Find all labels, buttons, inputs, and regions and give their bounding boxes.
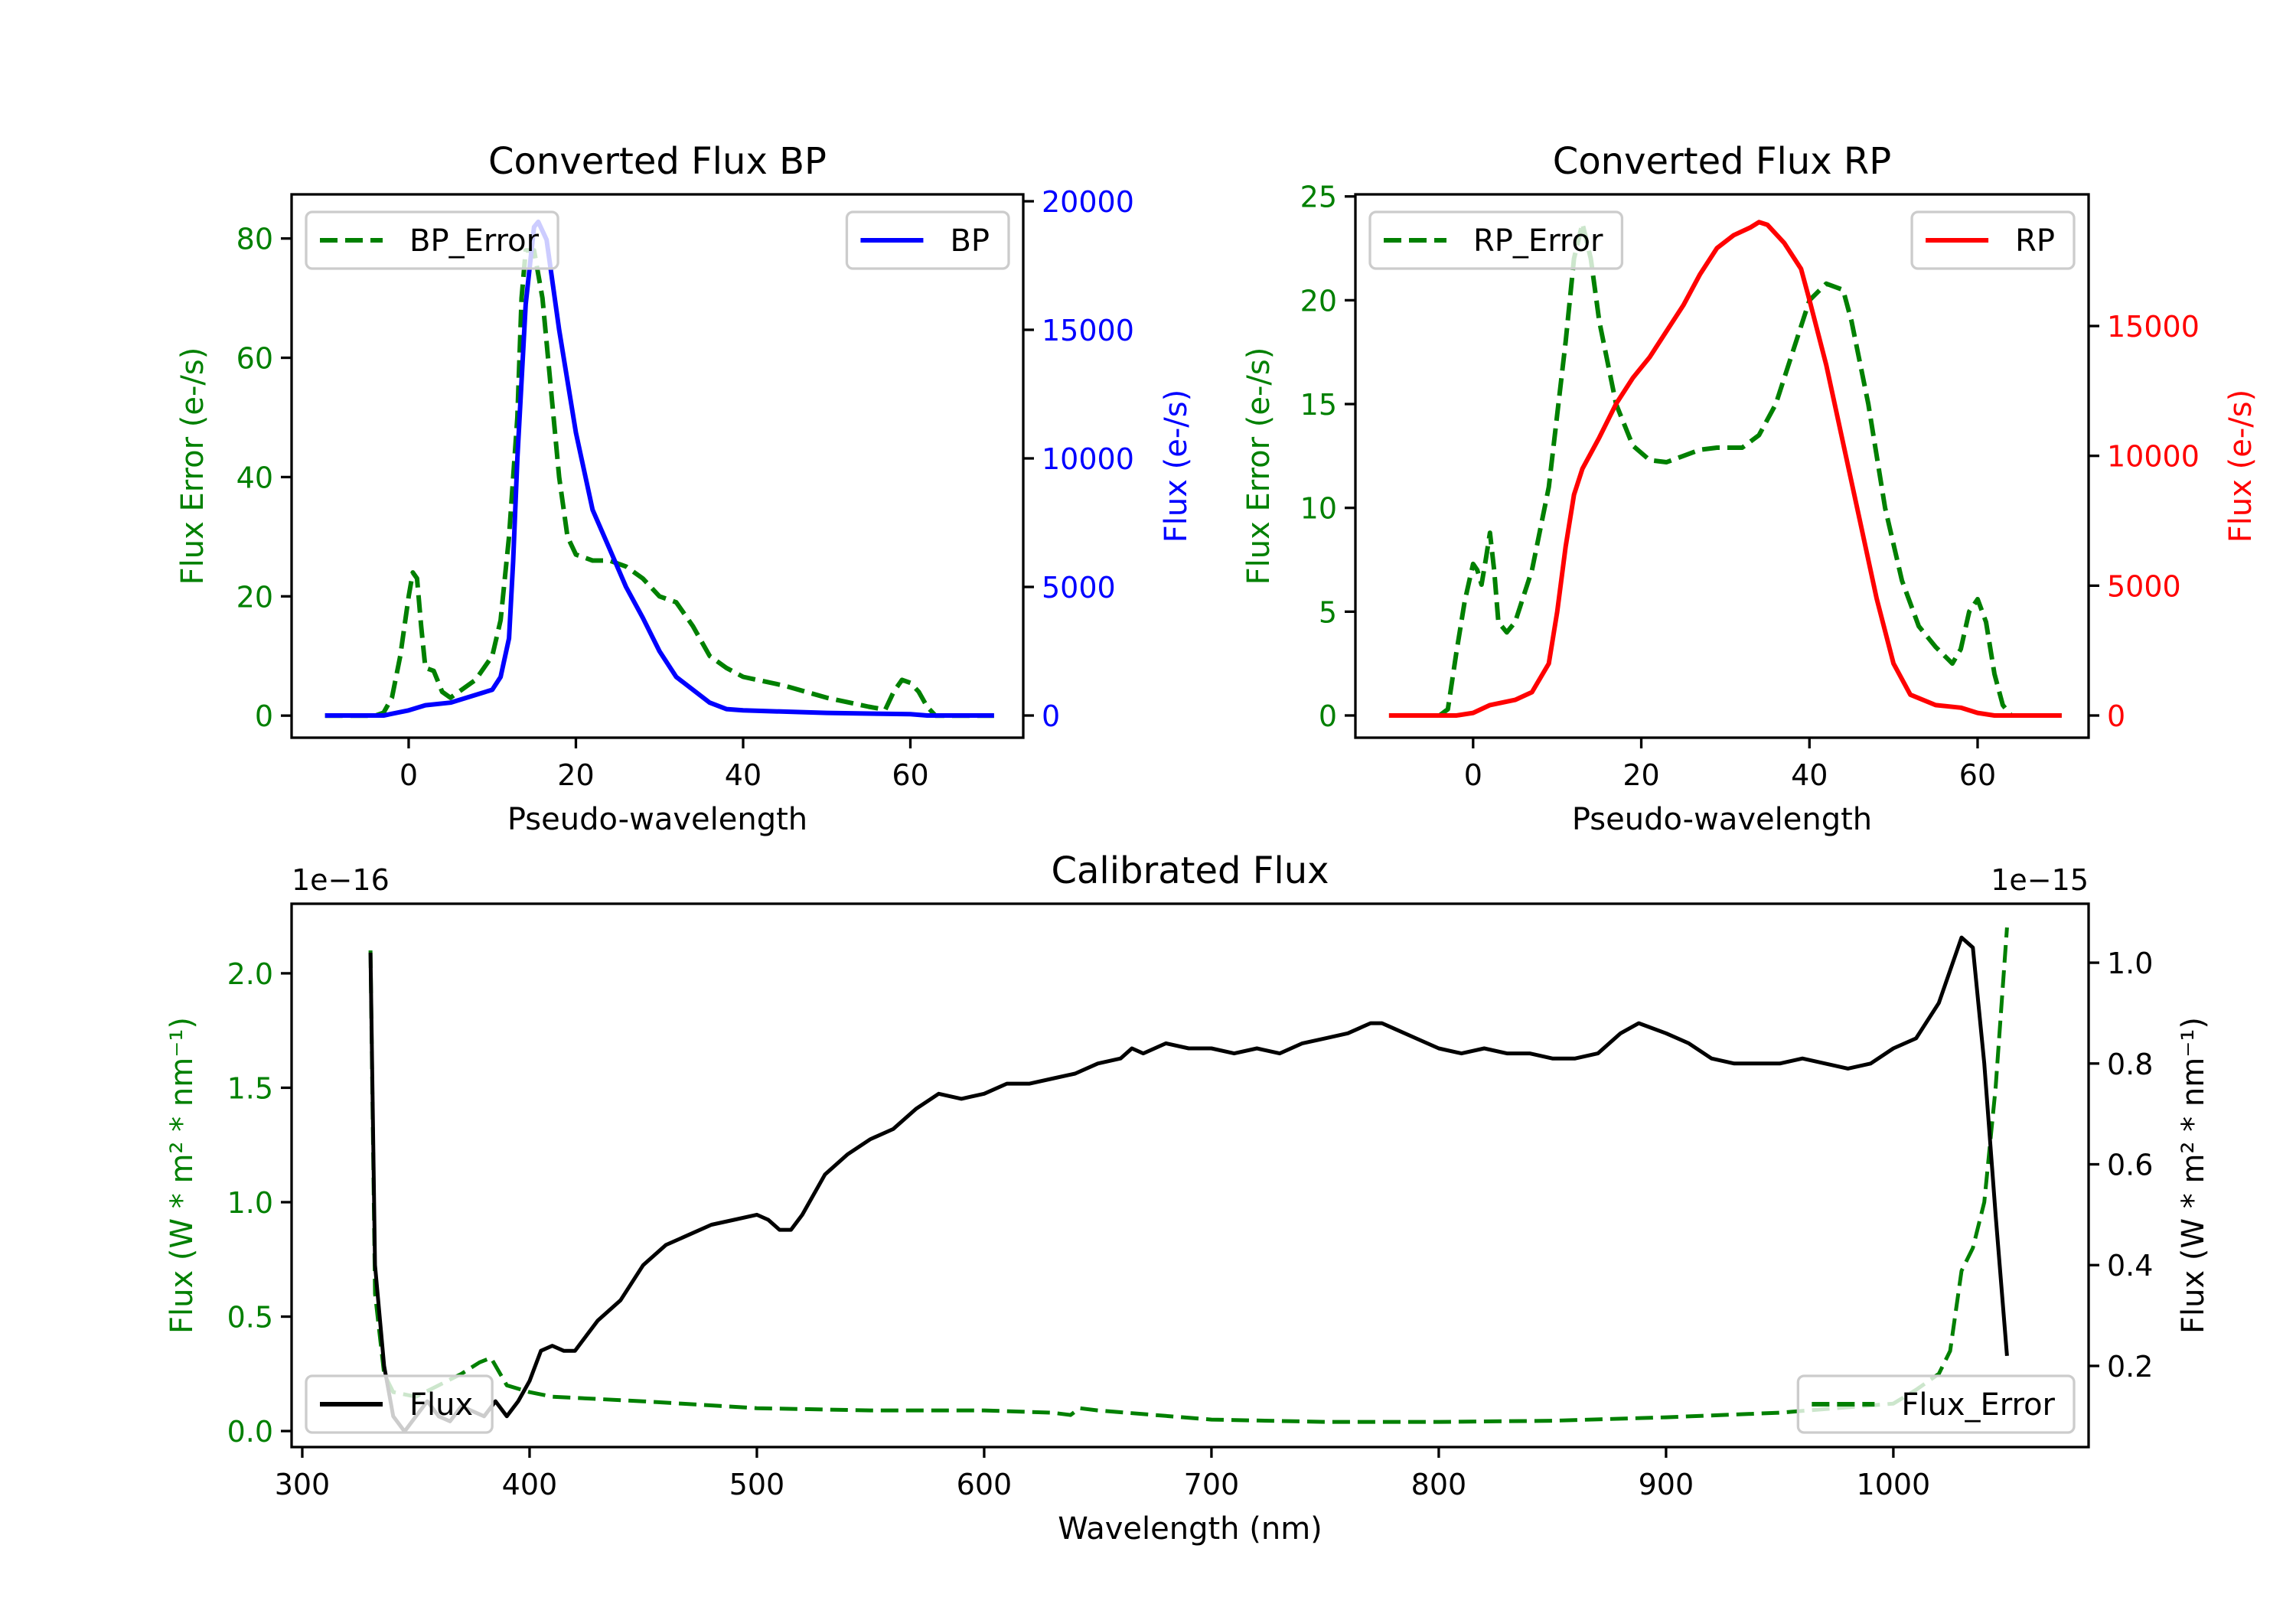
x-tick-label: 40 xyxy=(725,758,762,792)
legend-label: BP_Error xyxy=(409,223,540,259)
legend-box xyxy=(305,1374,494,1434)
legend-label: RP_Error xyxy=(1473,223,1603,259)
left-axis-label: Flux (W * m² * nm⁻¹) xyxy=(165,1017,200,1334)
x-tick-label: 700 xyxy=(1184,1468,1240,1501)
left-axis-tick-label: 10 xyxy=(1300,492,1337,526)
x-tick-label: 400 xyxy=(502,1468,558,1501)
subplot-bp: 0 20 40 60 0 20 40 60 80 Flux Error (e-/s) 0 5000 10… xyxy=(175,140,1194,837)
right-axis-label: Flux (e-/s) xyxy=(2223,390,2258,543)
chart-title: Calibrated Flux xyxy=(1051,849,1329,892)
legend-rp: RP xyxy=(1910,210,2076,270)
right-axis-tick-label: 15000 xyxy=(1042,314,1134,347)
left-axis-tick-label: 1.5 xyxy=(227,1071,273,1105)
axes-frame xyxy=(290,902,2090,1449)
left-axis-tick-label: 40 xyxy=(236,461,273,494)
legend-label: BP xyxy=(950,223,990,259)
x-tick-label: 500 xyxy=(729,1468,785,1501)
left-axis-tick-label: 2.0 xyxy=(227,957,273,991)
left-axis-tick-label: 25 xyxy=(1300,181,1337,214)
left-axis-tick-label: 0.5 xyxy=(227,1301,273,1335)
right-axis-label: Flux (e-/s) xyxy=(1159,390,1194,543)
left-axis-offset-text: 1e−16 xyxy=(292,863,390,897)
left-axis-tick-label: 5 xyxy=(1319,595,1337,629)
subplot-rp: 0 20 40 60 0 5 10 15 20 25 Flux Error (e-/s) 0 5000 1… xyxy=(1241,140,2258,837)
x-tick-label: 300 xyxy=(275,1468,331,1501)
x-tick-label: 0 xyxy=(1464,758,1482,792)
left-axis-label: Flux Error (e-/s) xyxy=(175,347,210,585)
left-axis-tick-label: 80 xyxy=(236,223,273,256)
x-tick-label: 1000 xyxy=(1857,1468,1931,1501)
right-axis-tick-label: 5000 xyxy=(1042,571,1116,605)
legend-bp-error: BP_Error xyxy=(305,210,559,270)
right-axis-tick-label: 10000 xyxy=(1042,442,1134,476)
right-axis-tick-label: 0.6 xyxy=(2107,1149,2153,1182)
right-axis-tick-label: 0.4 xyxy=(2107,1249,2153,1283)
x-axis-label: Wavelength (nm) xyxy=(1058,1511,1322,1547)
legend-flux-error: Flux_Error xyxy=(1796,1374,2076,1434)
x-tick-label: 40 xyxy=(1791,758,1828,792)
legend-label: RP xyxy=(2015,223,2055,259)
series-line-flux xyxy=(368,935,2009,1434)
right-axis-tick-label: 5000 xyxy=(2107,569,2181,603)
legend-bp: BP xyxy=(845,210,1010,270)
right-axis-tick-label: 20000 xyxy=(1042,185,1134,219)
right-axis-tick-label: 0 xyxy=(1042,699,1060,733)
series-line-bp-error xyxy=(325,248,994,719)
left-axis-tick-label: 20 xyxy=(236,580,273,614)
right-axis-label: Flux (W * m² * nm⁻¹) xyxy=(2176,1017,2211,1334)
legend-label: Flux xyxy=(409,1387,473,1423)
left-axis-tick-label: 1.0 xyxy=(227,1186,273,1220)
x-axis-label: Pseudo-wavelength xyxy=(1572,802,1872,837)
right-axis-tick-label: 10000 xyxy=(2107,440,2200,474)
left-axis-tick-label: 20 xyxy=(1300,284,1337,318)
legend-box xyxy=(845,210,1010,270)
right-axis-tick-label: 0.8 xyxy=(2107,1048,2153,1081)
right-axis-tick-label: 0.2 xyxy=(2107,1350,2153,1384)
subplot-cal: 300 400 500 600 700 800 900 1000 0.0 0.5 1.0 1.5 2.0… xyxy=(165,849,2211,1547)
legend-box xyxy=(1368,210,1624,270)
series-line-bp xyxy=(325,219,994,718)
x-tick-label: 800 xyxy=(1411,1468,1467,1501)
axes-frame xyxy=(290,193,1025,739)
legend-box xyxy=(305,210,559,270)
left-axis-tick-label: 15 xyxy=(1300,388,1337,422)
axes-frame xyxy=(1354,193,2090,739)
legend-flux: Flux xyxy=(305,1374,494,1434)
legend-label: Flux_Error xyxy=(1901,1387,2055,1423)
series-line-rp-error xyxy=(1388,221,2062,718)
x-tick-label: 600 xyxy=(957,1468,1013,1501)
legend-box xyxy=(1910,210,2076,270)
x-tick-label: 20 xyxy=(1623,758,1659,792)
chart-title: Converted Flux BP xyxy=(488,140,827,183)
left-axis-tick-label: 0.0 xyxy=(227,1415,273,1449)
right-axis-tick-label: 1.0 xyxy=(2107,947,2153,980)
x-tick-label: 20 xyxy=(557,758,594,792)
left-axis-tick-label: 60 xyxy=(236,342,273,376)
right-axis-tick-label: 15000 xyxy=(2107,310,2200,344)
right-axis-offset-text: 1e−15 xyxy=(1991,863,2089,897)
x-tick-label: 60 xyxy=(1959,758,1996,792)
legend-rp-error: RP_Error xyxy=(1368,210,1624,270)
right-axis-tick-label: 0 xyxy=(2107,699,2125,733)
left-axis-tick-label: 0 xyxy=(255,699,273,733)
x-tick-label: 60 xyxy=(892,758,928,792)
chart-title: Converted Flux RP xyxy=(1553,140,1891,183)
x-tick-label: 900 xyxy=(1639,1468,1694,1501)
left-axis-tick-label: 0 xyxy=(1319,699,1337,733)
left-axis-label: Flux Error (e-/s) xyxy=(1241,347,1277,585)
legend-box xyxy=(1796,1374,2076,1434)
x-axis-label: Pseudo-wavelength xyxy=(507,802,807,837)
series-line-rp xyxy=(1388,220,2062,718)
x-tick-label: 0 xyxy=(400,758,418,792)
